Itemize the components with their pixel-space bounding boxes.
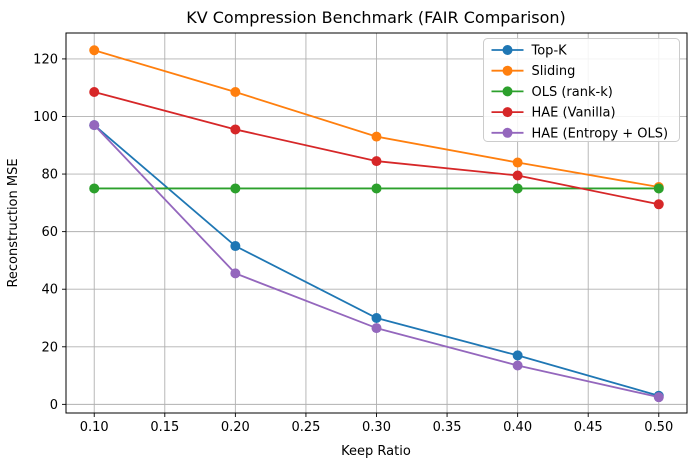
legend-marker-icon: [502, 107, 513, 118]
x-tick-label: 0.30: [362, 420, 391, 435]
series-marker-sliding: [89, 45, 100, 56]
legend-marker-icon: [502, 65, 513, 76]
x-tick-label: 0.10: [80, 420, 109, 435]
series-marker-hae-vanilla: [371, 156, 382, 167]
legend-item-ols-rank-k: OLS (rank-k): [491, 85, 613, 100]
series-marker-hae-entropy-ols: [89, 120, 100, 131]
series-marker-hae-entropy-ols: [371, 323, 382, 334]
series-layer: [89, 45, 664, 403]
series-marker-hae-entropy-ols: [653, 392, 664, 403]
y-tick-label: 20: [41, 340, 58, 355]
legend-label: HAE (Vanilla): [532, 106, 616, 121]
legend: Top-K Sliding OLS (rank-k) HAE (Vanilla) HAE…: [483, 38, 680, 142]
series-marker-hae-vanilla: [653, 199, 664, 210]
legend-item-top-k: Top-K: [491, 44, 568, 59]
series-marker-ols-rank-k: [653, 183, 664, 194]
legend-label: OLS (rank-k): [532, 85, 613, 100]
legend-label: Top-K: [531, 44, 568, 59]
y-tick-label: 60: [41, 225, 58, 240]
x-tick-label: 0.15: [150, 420, 179, 435]
series-marker-hae-vanilla: [512, 170, 523, 181]
chart-title: KV Compression Benchmark (FAIR Compariso…: [186, 8, 566, 27]
y-axis-label: Reconstruction MSE: [6, 158, 21, 287]
x-tick-label: 0.35: [433, 420, 462, 435]
series-marker-hae-entropy-ols: [512, 360, 523, 371]
y-tick-label: 120: [33, 52, 58, 67]
series-marker-ols-rank-k: [230, 183, 241, 194]
series-marker-hae-vanilla: [89, 87, 100, 98]
x-tick-label: 0.25: [291, 420, 320, 435]
x-axis-label: Keep Ratio: [341, 444, 411, 459]
series-marker-top-k: [512, 350, 523, 361]
x-tick-label: 0.50: [644, 420, 673, 435]
series-marker-sliding: [512, 157, 523, 168]
y-tick-label: 40: [41, 283, 58, 298]
legend-item-hae-entropy-ols: HAE (Entropy + OLS): [491, 126, 669, 141]
legend-marker-icon: [502, 127, 513, 138]
legend-item-hae-vanilla: HAE (Vanilla): [491, 106, 616, 121]
y-tick-label: 80: [41, 168, 58, 183]
series-marker-sliding: [371, 131, 382, 142]
series-marker-top-k: [371, 313, 382, 323]
legend-marker-icon: [502, 86, 513, 97]
x-tick-label: 0.40: [503, 420, 532, 435]
legend-box: [483, 38, 680, 142]
series-marker-sliding: [230, 87, 241, 98]
series-marker-ols-rank-k: [371, 183, 382, 194]
y-tick-label: 100: [33, 110, 58, 125]
legend-marker-icon: [502, 45, 513, 55]
y-tick-label: 0: [50, 398, 58, 413]
x-tick-label: 0.45: [574, 420, 603, 435]
series-marker-hae-vanilla: [230, 124, 241, 135]
legend-label: HAE (Entropy + OLS): [532, 126, 669, 141]
x-tick-label: 0.20: [221, 420, 250, 435]
series-marker-ols-rank-k: [512, 183, 523, 194]
tick-layer: 0.10 0.15 0.20 0.25 0.30 0.35 0.40 0.45 0.50 0 20 4…: [33, 52, 673, 435]
series-marker-top-k: [230, 241, 241, 252]
legend-label: Sliding: [532, 64, 576, 79]
legend-item-sliding: Sliding: [491, 64, 576, 79]
series-marker-hae-entropy-ols: [230, 268, 241, 279]
series-marker-ols-rank-k: [89, 183, 100, 194]
